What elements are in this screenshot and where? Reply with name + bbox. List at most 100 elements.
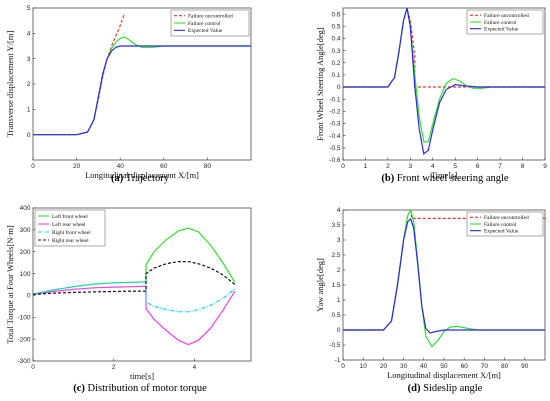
y-tick-label: 0 <box>337 327 341 334</box>
y-tick-label: 4 <box>27 31 31 38</box>
legend-label: Expected Value <box>484 27 519 33</box>
y-tick-label: 3.5 <box>331 222 340 229</box>
y-tick-label: -0.5 <box>329 342 341 349</box>
series-line-1 <box>343 210 545 331</box>
x-tick-label: 60 <box>461 363 469 370</box>
y-axis-label: Front Wheel Steering Angle[deg] <box>315 27 325 141</box>
y-tick-label: 0 <box>27 293 31 300</box>
legend-label: Failure control <box>484 222 517 228</box>
panel-caption-letter: (b) <box>381 173 394 184</box>
x-tick-label: 40 <box>117 163 125 170</box>
y-tick-label: 0.6 <box>331 11 340 18</box>
panel-caption-letter: (a) <box>111 173 124 184</box>
y-tick-label: 2 <box>27 81 31 88</box>
legend-label: Left rear wheel <box>52 221 86 228</box>
x-tick-label: 20 <box>380 363 388 370</box>
y-tick-label: 3 <box>27 56 31 63</box>
x-tick-label: 8 <box>521 163 525 170</box>
y-tick-label: 0 <box>27 132 31 139</box>
legend-label: Failure uncontrolled <box>484 215 529 221</box>
panel-caption-text: Front wheel steering angle <box>394 173 509 184</box>
y-tick-label: -0.6 <box>329 157 341 164</box>
y-tick-label: 200 <box>20 249 31 256</box>
y-tick-label: 1.5 <box>331 282 340 289</box>
x-tick-label: 2 <box>386 163 390 170</box>
series-line-4 <box>33 261 236 295</box>
x-axis-label: Longitudinal displacement X/[m] <box>387 370 501 380</box>
series-line-3 <box>343 8 545 155</box>
x-tick-label: 4 <box>431 163 435 170</box>
y-tick-label: 400 <box>20 205 31 212</box>
x-tick-label: 0 <box>31 364 35 371</box>
x-tick-label: 30 <box>400 363 408 370</box>
y-tick-label: 2 <box>337 267 341 274</box>
chart-panel-3: 0 2 4 -300 -200 -100 0 100 200 300 400 time[s] Total… <box>5 205 252 394</box>
y-tick-label: 0.3 <box>331 48 340 55</box>
panel-caption-text: Sideslip angle <box>421 383 483 394</box>
legend-label: Failure control <box>188 21 221 27</box>
y-tick-label: 3 <box>337 237 341 244</box>
y-tick-label: -200 <box>17 336 30 343</box>
y-tick-label: 0 <box>337 84 341 91</box>
y-tick-label: -0.5 <box>329 145 341 152</box>
y-tick-label: -0.3 <box>329 121 341 128</box>
x-tick-label: 40 <box>420 363 428 370</box>
x-tick-label: 60 <box>160 163 168 170</box>
x-axis-label: time[s] <box>130 371 154 381</box>
x-tick-label: 50 <box>440 363 448 370</box>
panel-caption: (d) Sideslip angle <box>408 383 483 394</box>
x-tick-label: 0 <box>341 363 345 370</box>
legend-label: Right front wheel <box>52 229 91 236</box>
y-tick-label: 0.5 <box>331 312 340 319</box>
panel-caption: (c) Distribution of motor torque <box>73 383 207 394</box>
chart-panel-4: 0 10 20 30 40 50 60 70 80 90 -1 -0.5 0 0.5 1 1.5 2 2.5 3 3.… <box>315 207 546 394</box>
chart-panel-2: 0 1 2 3 4 5 6 7 8 9 -0.6 -0.5 -0.4 -0.3 -0.2 -0.1 0 0.1 0.… <box>315 7 547 184</box>
legend-label: Expected Value <box>188 28 223 34</box>
panel-caption-text: Trajectory <box>123 173 170 184</box>
x-axis-label: Time[s] <box>431 170 458 180</box>
y-tick-label: 5 <box>27 5 31 12</box>
series-line-2 <box>33 285 236 346</box>
x-tick-label: 10 <box>360 363 368 370</box>
x-tick-label: 1 <box>364 163 368 170</box>
y-tick-label: 4 <box>337 207 341 214</box>
x-tick-label: 70 <box>481 363 489 370</box>
y-tick-label: 0.2 <box>331 60 340 67</box>
y-tick-label: 0.4 <box>331 36 340 43</box>
y-tick-label: -1 <box>335 357 341 364</box>
x-tick-label: 20 <box>73 163 81 170</box>
x-tick-label: 3 <box>409 163 413 170</box>
x-tick-label: 6 <box>476 163 480 170</box>
panel-caption-letter: (d) <box>408 383 421 394</box>
legend-label: Failure uncontrolled <box>188 14 233 20</box>
y-tick-label: -0.4 <box>329 133 341 140</box>
chart-panel-1: 0 20 40 60 80 0 1 2 3 4 5 Longitudinal displacement… <box>5 5 252 184</box>
panel-caption-text: Distribution of motor torque <box>85 383 207 394</box>
x-tick-label: 80 <box>204 163 212 170</box>
y-tick-label: -100 <box>17 314 30 321</box>
legend-label: Left front wheel <box>52 213 88 220</box>
legend-label: Failure control <box>484 20 517 26</box>
y-tick-label: 1 <box>337 297 341 304</box>
y-tick-label: 300 <box>20 227 31 234</box>
series-line-3 <box>343 217 545 334</box>
y-tick-label: 2.5 <box>331 252 340 259</box>
y-tick-label: 1 <box>27 107 31 114</box>
x-tick-label: 90 <box>521 363 529 370</box>
x-tick-label: 7 <box>498 163 502 170</box>
x-tick-label: 2 <box>112 364 116 371</box>
y-tick-label: -0.1 <box>329 96 341 103</box>
x-tick-label: 0 <box>341 163 345 170</box>
x-tick-label: 80 <box>501 363 509 370</box>
y-tick-label: -300 <box>17 358 30 365</box>
series-line-3 <box>33 281 236 313</box>
legend-label: Expected Value <box>484 229 519 235</box>
y-tick-label: 0.5 <box>331 23 340 30</box>
y-tick-label: 0.1 <box>331 72 340 79</box>
x-axis-label: Longitudinal displacement X/[m] <box>85 170 199 180</box>
x-tick-label: 4 <box>193 364 197 371</box>
panel-caption: (a) Trajectory <box>111 173 170 184</box>
x-tick-label: 9 <box>543 163 547 170</box>
legend-label: Right rear wheel <box>52 238 89 244</box>
